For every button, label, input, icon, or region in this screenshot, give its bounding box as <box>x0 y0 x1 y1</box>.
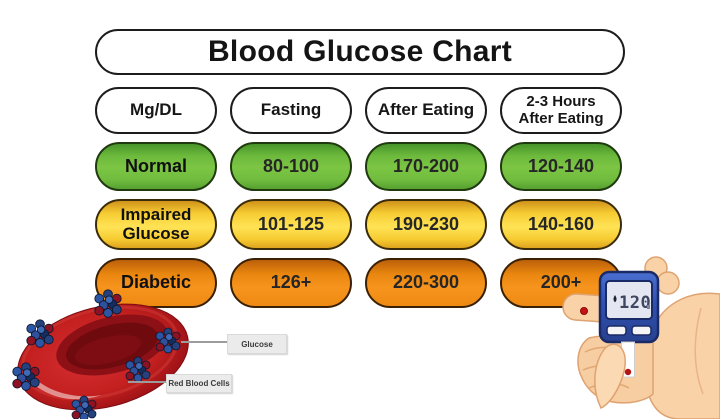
cell-impaired-after-eating: 190-230 <box>365 199 487 250</box>
red-blood-cells-pointer-line <box>128 381 167 383</box>
cell-diabetic-after-eating: 220-300 <box>365 258 487 308</box>
glucometer-button-left <box>606 325 627 336</box>
cell-normal-fasting: 80-100 <box>230 142 352 191</box>
glucometer: 120 <box>598 270 660 378</box>
header-2-3-hours: 2-3 Hours After Eating <box>500 87 622 134</box>
cell-diabetic-fasting: 126+ <box>230 258 352 308</box>
cell-impaired-2-3-hours: 140-160 <box>500 199 622 250</box>
droplet-icon <box>613 295 617 303</box>
header-after-eating: After Eating <box>365 87 487 134</box>
glucose-label: Glucose <box>227 334 287 354</box>
row-normal-label: Normal <box>95 142 217 191</box>
glucometer-screen <box>605 280 653 320</box>
glucose-pointer-line <box>181 341 228 343</box>
blood-drop-on-strip-icon <box>624 368 632 376</box>
glucometer-button-right <box>631 325 652 336</box>
red-blood-cell-illustration <box>12 289 189 419</box>
blood-drop-icon <box>580 307 588 315</box>
glucometer-reading: 120 <box>619 293 651 313</box>
cell-impaired-fasting: 101-125 <box>230 199 352 250</box>
hand-with-glucometer-illustration: 120 <box>562 256 720 419</box>
header-unit: Mg/DL <box>95 87 217 134</box>
thumb <box>594 343 626 410</box>
red-blood-cells-label: Red Blood Cells <box>166 374 232 393</box>
red-blood-cell <box>17 303 189 411</box>
cell-normal-after-eating: 170-200 <box>365 142 487 191</box>
glucose-table: Mg/DL Fasting After Eating 2-3 Hours Afte… <box>95 87 622 308</box>
page-title: Blood Glucose Chart <box>95 29 625 75</box>
cell-normal-2-3-hours: 120-140 <box>500 142 622 191</box>
header-fasting: Fasting <box>230 87 352 134</box>
row-impaired-label: Impaired Glucose <box>95 199 217 250</box>
